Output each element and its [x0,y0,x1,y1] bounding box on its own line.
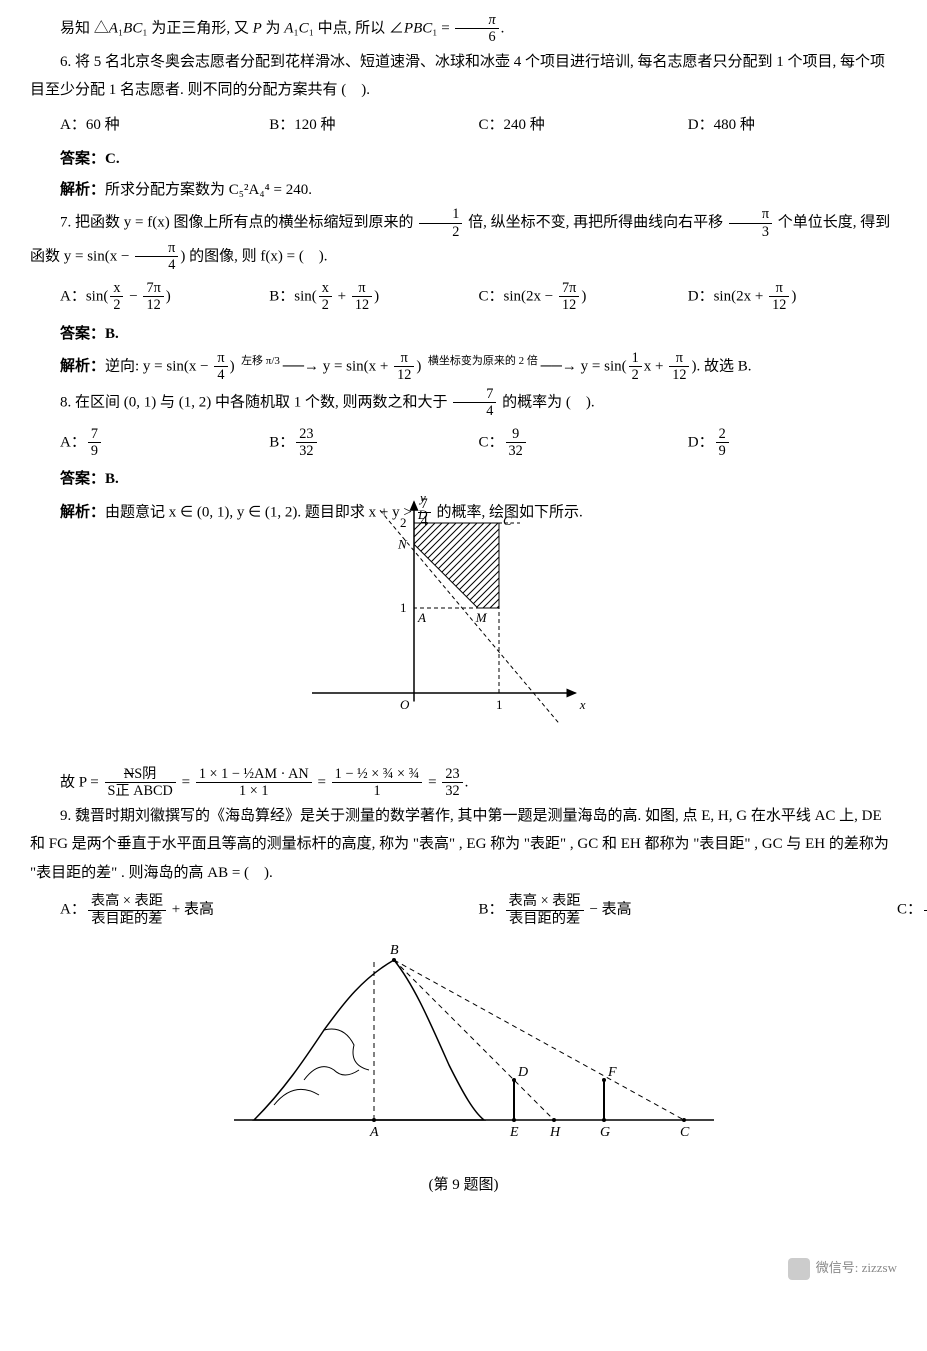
q9-options: A：表高 × 表距表目距的差 + 表高 B：表高 × 表距表目距的差 − 表高 … [60,893,897,927]
svg-text:2: 2 [400,515,407,530]
wechat-icon [788,1258,810,1280]
svg-text:B: B [390,943,399,958]
q8-stem: 8. 在区间 (0, 1) 与 (1, 2) 中各随机取 1 个数, 则两数之和… [30,386,897,420]
svg-text:x: x [578,697,585,712]
q8-formula: 故 P = NS阴S正 ABCD = 1 × 1 − ½AM · AN1 × 1… [60,766,897,800]
q7-opt-c: C：sin(2x − 7π12) [479,280,688,314]
q7-opt-b: B：sin(x2 + π12) [269,280,478,314]
q8-opt-b: B：2332 [269,426,478,460]
q6-opt-d: D：480 种 [688,111,897,140]
q9-stem: 9. 魏晋时期刘徽撰写的《海岛算经》是关于测量的数学著作, 其中第一题是测量海岛… [30,802,897,888]
q8-options: A：79 B：2332 C：932 D：29 [60,426,897,460]
q7-answer: 答案：B. [60,320,897,349]
q6-explanation: 解析：所求分配方案数为 C₅²A₄⁴ = 240. [60,176,897,205]
q6-opt-a: A：60 种 [60,111,269,140]
svg-text:N: N [397,536,408,551]
svg-text:D: D [517,1065,528,1080]
q7-stem: 7. 把函数 y = f(x) 图像上所有点的横坐标缩短到原来的 12 倍, 纵… [30,206,897,274]
q6-opt-b: B：120 种 [269,111,478,140]
q6-stem: 6. 将 5 名北京冬奥会志愿者分配到花样滑冰、短道速滑、冰球和冰壶 4 个项目… [30,48,897,105]
prev-solution-fragment: 易知 △A₁BC₁ 为正三角形, 又 P 为 A₁C₁ 中点, 所以 ∠PBC₁… [30,12,897,46]
svg-text:M: M [474,610,487,625]
svg-text:A: A [417,610,426,625]
wechat-watermark: 微信号: zizzsw [788,1256,897,1281]
q8-answer: 答案：B. [60,465,897,494]
q6-opt-c: C：240 种 [479,111,688,140]
svg-text:E: E [509,1125,519,1140]
q7-options: A：sin(x2 − 7π12) B：sin(x2 + π12) C：sin(2… [60,280,897,314]
q9-caption: (第 9 题图) [30,1171,897,1200]
q8-opt-a: A：79 [60,426,269,460]
svg-text:C: C [680,1125,690,1140]
q8-opt-c: C：932 [479,426,688,460]
svg-text:1: 1 [400,600,407,615]
q9-opt-a: A：表高 × 表距表目距的差 + 表高 [60,893,479,927]
q7-opt-a: A：sin(x2 − 7π12) [60,280,269,314]
q8-diagram: Oxy121DCNAM [30,538,897,759]
svg-text:1: 1 [496,697,503,712]
q6-options: A：60 种 B：120 种 C：240 种 D：480 种 [60,111,897,140]
q7-explanation: 解析：逆向: y = sin(x − π4) 左移 π/3 ──→ y = si… [60,350,897,384]
svg-text:O: O [400,697,410,712]
svg-text:C: C [503,513,512,528]
q8-opt-d: D：29 [688,426,897,460]
svg-text:G: G [600,1125,610,1140]
svg-text:H: H [549,1125,561,1140]
q6-answer: 答案：C. [60,145,897,174]
q7-opt-d: D：sin(2x + π12) [688,280,897,314]
q9-opt-b: B：表高 × 表距表目距的差 − 表高 [479,893,898,927]
svg-text:A: A [369,1125,379,1140]
svg-text:F: F [607,1065,617,1080]
svg-text:D: D [417,507,428,522]
svg-text:y: y [418,489,426,504]
q9-diagram: B A E H G C D F (第 9 题图) [30,935,897,1199]
q9-opt-c: C：表高 × 表距表目距的差 + 表距 [897,893,927,927]
